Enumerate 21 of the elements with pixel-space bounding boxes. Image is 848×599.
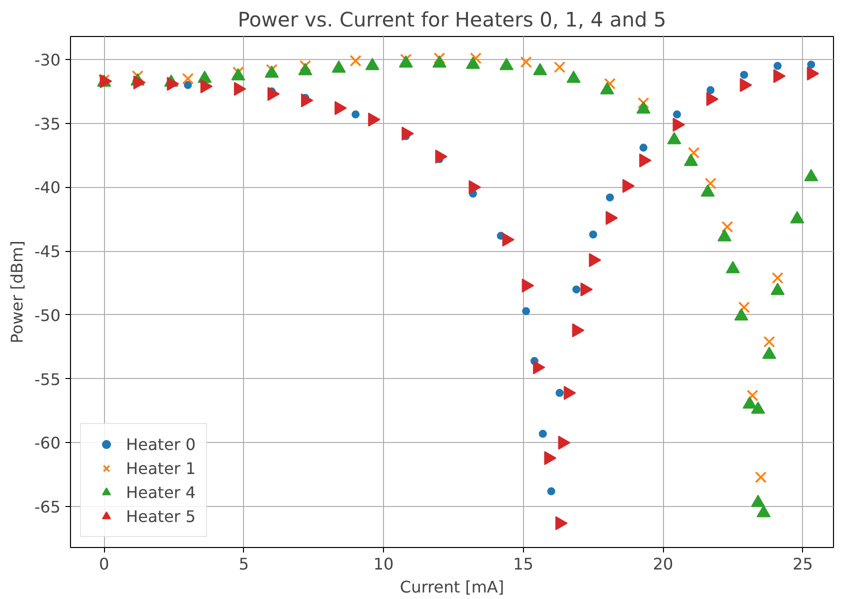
legend-label: Heater 0 <box>126 434 196 454</box>
y-tick-label: -55 <box>34 370 61 389</box>
x-tick-label: 20 <box>652 554 674 574</box>
x-tick-label: 15 <box>513 554 534 574</box>
x-tick-label: 5 <box>238 554 249 574</box>
legend-label: Heater 4 <box>126 482 196 502</box>
x-tick-label: 10 <box>373 554 394 574</box>
y-tick-label: -40 <box>34 178 61 198</box>
legend-label: Heater 5 <box>126 506 196 526</box>
legend-label: Heater 1 <box>126 458 196 478</box>
x-tick-label: 0 <box>98 554 110 574</box>
y-tick-label: -65 <box>34 498 61 517</box>
y-tick-label: -35 <box>34 114 61 134</box>
y-tick-label: -50 <box>34 306 61 325</box>
x-tick-label: 25 <box>792 554 813 574</box>
y-tick-label: -30 <box>34 50 61 70</box>
chart-title: Power vs. Current for Heaters 0, 1, 4 and 5 <box>238 8 666 32</box>
y-tick-label: -60 <box>34 434 61 453</box>
y-tick-label: -45 <box>34 242 61 262</box>
x-axis-title: Current [mA] <box>400 578 504 596</box>
y-axis-title: Power [dBm] <box>7 240 26 344</box>
